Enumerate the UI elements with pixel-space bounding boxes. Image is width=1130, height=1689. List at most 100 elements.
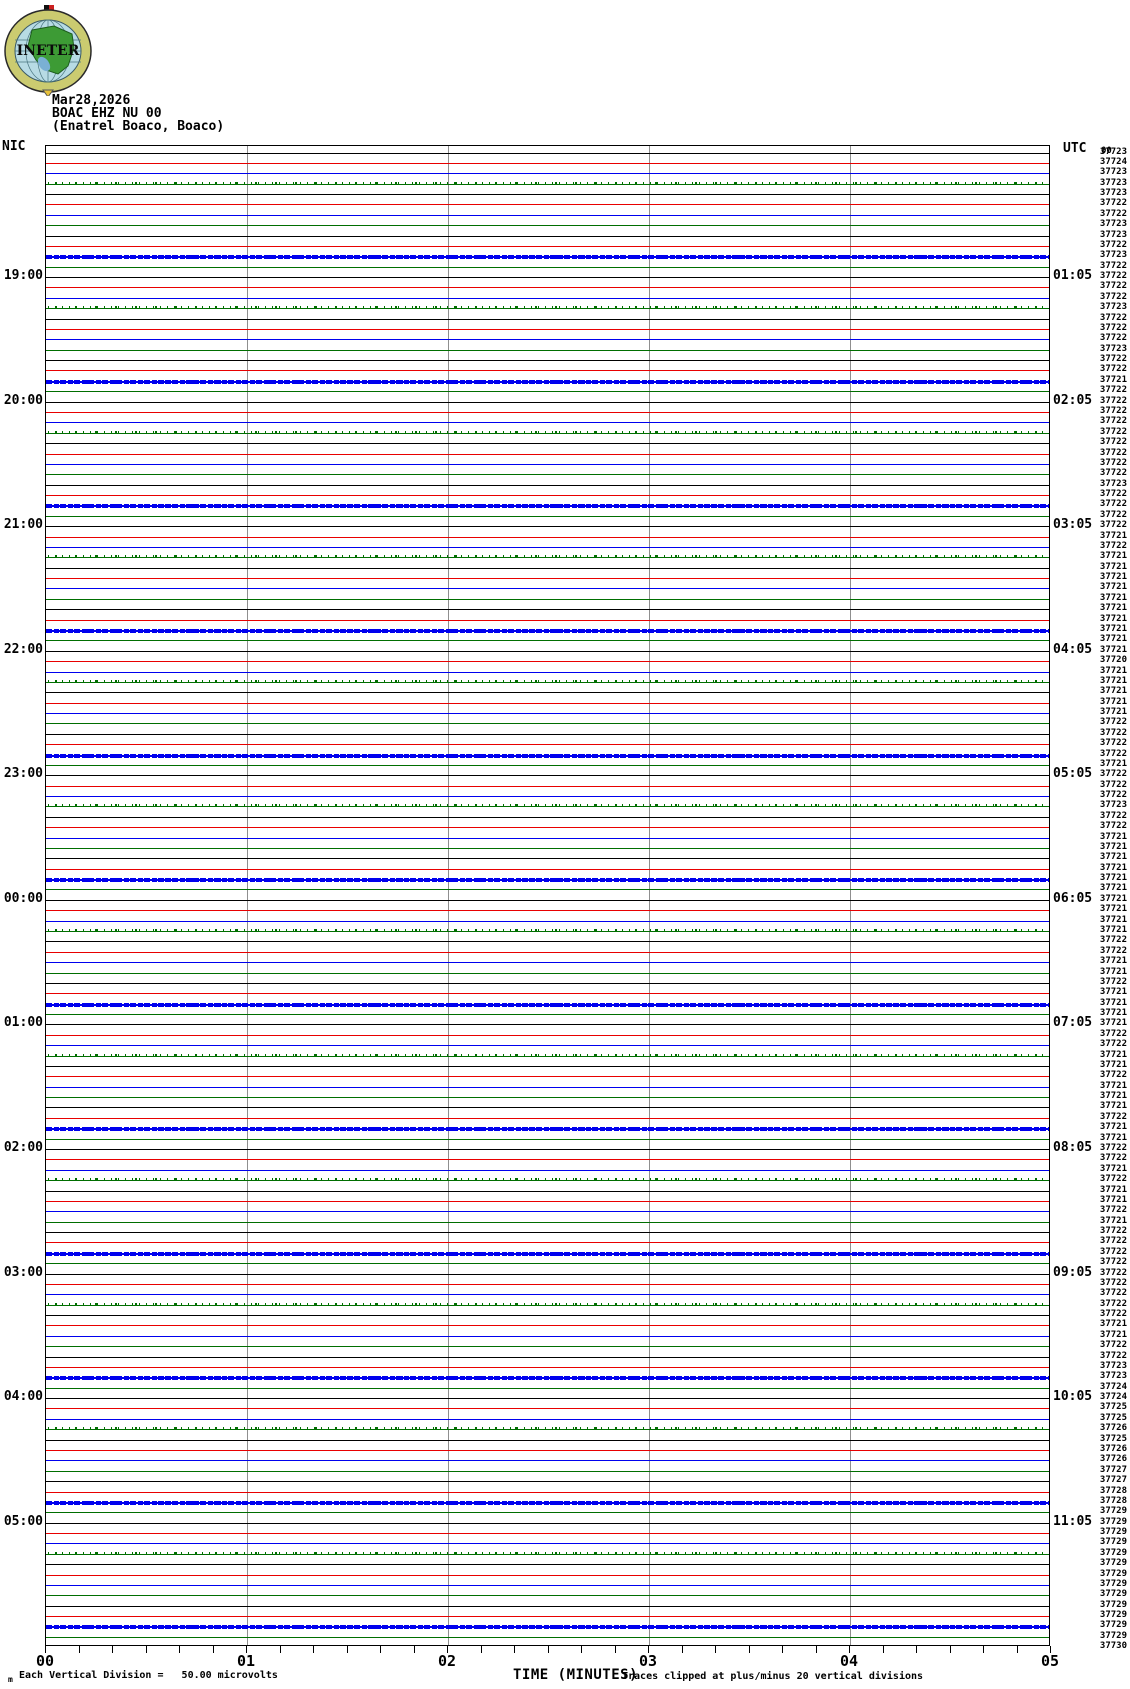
sample-count: 37724 — [1099, 1392, 1127, 1403]
header-location: (Enatrel Boaco, Boaco) — [52, 119, 225, 134]
sample-count: 37723 — [1099, 167, 1127, 178]
trace-baseline — [46, 1159, 1049, 1161]
hour-label-local: 02:00 — [3, 1139, 43, 1155]
trace-noise-heavy — [46, 504, 1049, 509]
trace-baseline — [46, 796, 1049, 798]
x-tick-label: 00 — [35, 1652, 55, 1670]
trace-baseline — [46, 1294, 1049, 1296]
trace-baseline — [46, 723, 1049, 725]
trace-baseline — [46, 1283, 1049, 1285]
trace-baseline — [46, 546, 1049, 548]
trace-baseline — [46, 1097, 1049, 1099]
sample-count: 37729 — [1099, 1630, 1127, 1641]
sample-count: 37722 — [1099, 748, 1127, 759]
trace-baseline — [46, 495, 1049, 497]
trace-baseline — [46, 1460, 1049, 1462]
logo-lake — [37, 56, 51, 72]
trace-baseline — [46, 671, 1049, 673]
sample-count: 37722 — [1099, 1309, 1127, 1320]
trace-baseline — [46, 661, 1049, 663]
time-tick — [447, 1646, 448, 1653]
trace-baseline — [46, 598, 1049, 600]
trace-baseline — [46, 360, 1049, 362]
sample-count: 37722 — [1099, 810, 1127, 821]
ineter-logo: INETER — [4, 5, 92, 96]
sample-count: 37721 — [1099, 862, 1127, 873]
sample-count: 37722 — [1099, 945, 1127, 956]
hour-label-utc: 03:05 — [1053, 517, 1093, 533]
time-tick — [715, 1646, 716, 1653]
sample-count: 37729 — [1099, 1537, 1127, 1548]
trace-baseline — [46, 1481, 1049, 1483]
sample-count: 37722 — [1099, 406, 1127, 416]
trace-baseline — [46, 194, 1049, 196]
x-tick-label: 05 — [1040, 1652, 1060, 1670]
sample-count: 37723 — [1099, 1360, 1127, 1371]
sample-count: 37722 — [1099, 499, 1127, 510]
time-tick — [346, 1646, 348, 1653]
sample-count: 37723 — [1099, 177, 1127, 188]
sample-count: 37722 — [1099, 1298, 1127, 1309]
sample-count: 37721 — [1099, 696, 1127, 707]
sample-count: 37723 — [1099, 188, 1127, 199]
trace-noise-heavy — [46, 1376, 1049, 1381]
trace-noise-dotted — [46, 430, 1049, 434]
trace-noise-dotted — [46, 1302, 1049, 1306]
minute-gridline — [850, 146, 851, 1645]
sample-count: 37722 — [1099, 208, 1127, 219]
sample-count: 37722 — [1099, 1267, 1127, 1278]
sample-count: 37723 — [1099, 250, 1127, 261]
trace-baseline — [46, 1408, 1049, 1410]
time-tick — [849, 1646, 850, 1653]
sample-count: 37722 — [1099, 540, 1127, 551]
logo-pencil-tip — [42, 89, 54, 96]
trace-baseline — [46, 1034, 1049, 1036]
sample-count: 37722 — [1099, 447, 1127, 458]
sample-count: 37721 — [1099, 1329, 1127, 1340]
clip-note: Traces clipped at plus/minus 20 vertical… — [622, 1671, 924, 1682]
hour-label-local: 23:00 — [3, 766, 43, 782]
hour-label-local: 03:00 — [3, 1264, 43, 1280]
trace-baseline — [46, 453, 1049, 455]
trace-baseline — [46, 401, 1049, 403]
sample-count: 37722 — [1099, 281, 1127, 292]
trace-baseline — [46, 1491, 1049, 1493]
trace-baseline — [46, 1512, 1049, 1514]
sample-count: 37725 — [1099, 1433, 1127, 1444]
sample-count: 37721 — [1099, 1101, 1127, 1112]
trace-baseline — [46, 1190, 1049, 1192]
sample-count: 37721 — [1099, 634, 1127, 645]
trace-baseline — [46, 733, 1049, 735]
trace-baseline — [46, 1616, 1049, 1618]
trace-noise-heavy — [46, 1500, 1049, 1505]
trace-baseline — [46, 349, 1049, 351]
sample-count: 37722 — [1099, 727, 1127, 738]
trace-baseline — [46, 443, 1049, 445]
trace-noise-dotted — [46, 1178, 1049, 1182]
trace-baseline — [46, 993, 1049, 995]
sample-count: 37724 — [1099, 1381, 1127, 1392]
trace-baseline — [46, 297, 1049, 299]
hour-label-utc: 07:05 — [1053, 1015, 1093, 1031]
trace-baseline — [46, 764, 1049, 766]
sample-count: 37729 — [1099, 1516, 1127, 1527]
time-tick — [882, 1646, 884, 1653]
sample-count: 37729 — [1099, 1547, 1127, 1558]
sample-count: 37721 — [1099, 665, 1127, 676]
sample-count: 37726 — [1099, 1444, 1127, 1454]
sample-count: 37722 — [1099, 385, 1127, 396]
trace-baseline — [46, 640, 1049, 642]
trace-baseline — [46, 266, 1049, 268]
trace-baseline — [46, 619, 1049, 621]
minute-gridline — [247, 146, 248, 1645]
trace-baseline — [46, 1086, 1049, 1088]
sample-count: 37721 — [1099, 1132, 1127, 1143]
trace-baseline — [46, 1533, 1049, 1535]
sample-count: 37722 — [1099, 271, 1127, 282]
sample-count: 37729 — [1099, 1610, 1127, 1621]
trace-baseline — [46, 1574, 1049, 1576]
trace-baseline — [46, 982, 1049, 984]
sample-count: 37725 — [1099, 1412, 1127, 1423]
trace-baseline — [46, 1564, 1049, 1566]
sample-count: 37721 — [1099, 956, 1127, 967]
